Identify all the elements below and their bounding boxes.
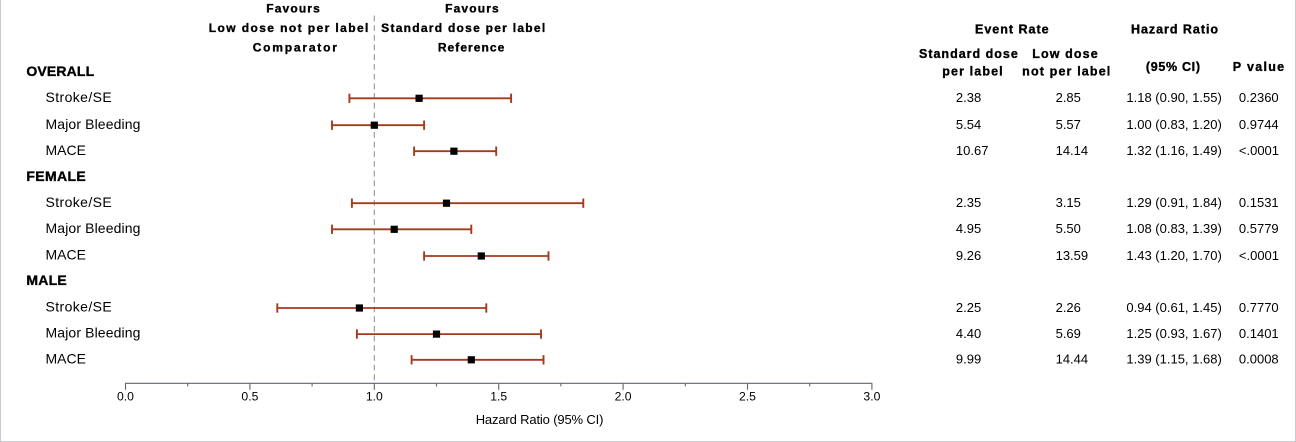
svg-text:2.26: 2.26: [1056, 300, 1081, 315]
svg-text:10.67: 10.67: [956, 143, 989, 158]
svg-text:0.5: 0.5: [241, 390, 258, 404]
svg-text:0.2360: 0.2360: [1239, 90, 1279, 105]
svg-text:14.44: 14.44: [1056, 352, 1089, 367]
svg-text:3.0: 3.0: [863, 390, 880, 404]
svg-text:2.85: 2.85: [1056, 90, 1081, 105]
svg-text:9.26: 9.26: [956, 248, 981, 263]
svg-text:2.5: 2.5: [739, 390, 756, 404]
svg-text:Low dose: Low dose: [1032, 47, 1099, 61]
svg-text:Major Bleeding: Major Bleeding: [46, 116, 141, 132]
svg-text:Hazard Ratio (95% CI): Hazard Ratio (95% CI): [476, 412, 604, 427]
svg-text:Event Rate: Event Rate: [975, 22, 1050, 36]
svg-text:1.0: 1.0: [366, 390, 383, 404]
svg-text:0.94 (0.61, 1.45): 0.94 (0.61, 1.45): [1126, 300, 1221, 315]
svg-text:Major Bleeding: Major Bleeding: [46, 325, 141, 341]
svg-text:Standard dose: Standard dose: [919, 47, 1019, 61]
svg-text:1.32 (1.16, 1.49): 1.32 (1.16, 1.49): [1126, 143, 1221, 158]
svg-text:Stroke/SE: Stroke/SE: [46, 299, 113, 315]
svg-text:1.25 (0.93, 1.67): 1.25 (0.93, 1.67): [1126, 326, 1221, 341]
svg-text:2.35: 2.35: [956, 195, 981, 210]
svg-text:not per label: not per label: [1022, 65, 1111, 79]
svg-text:(95% CI): (95% CI): [1146, 60, 1201, 74]
svg-text:MACE: MACE: [46, 350, 86, 366]
svg-text:0.1531: 0.1531: [1239, 195, 1279, 210]
svg-text:P value: P value: [1233, 60, 1286, 74]
svg-text:9.99: 9.99: [956, 352, 981, 367]
svg-text:MACE: MACE: [46, 142, 86, 158]
svg-text:Standard dose per label: Standard dose per label: [381, 21, 546, 35]
svg-text:OVERALL: OVERALL: [26, 63, 94, 79]
svg-text:per label: per label: [942, 65, 1004, 79]
svg-text:0.5779: 0.5779: [1239, 221, 1279, 236]
svg-text:Stroke/SE: Stroke/SE: [46, 89, 113, 105]
svg-text:5.50: 5.50: [1056, 221, 1081, 236]
svg-text:5.57: 5.57: [1056, 117, 1081, 132]
svg-text:1.39 (1.15, 1.68): 1.39 (1.15, 1.68): [1126, 352, 1221, 367]
svg-text:1.18 (0.90, 1.55): 1.18 (0.90, 1.55): [1126, 90, 1221, 105]
svg-text:MALE: MALE: [26, 272, 66, 288]
svg-text:Favours: Favours: [266, 2, 321, 16]
svg-text:Hazard Ratio: Hazard Ratio: [1131, 22, 1219, 36]
svg-text:<.0001: <.0001: [1239, 143, 1279, 158]
svg-text:5.54: 5.54: [956, 117, 981, 132]
svg-text:5.69: 5.69: [1056, 326, 1081, 341]
svg-text:2.0: 2.0: [615, 390, 632, 404]
svg-text:3.15: 3.15: [1056, 195, 1081, 210]
svg-text:2.25: 2.25: [956, 300, 981, 315]
svg-text:Comparator: Comparator: [253, 41, 339, 55]
svg-text:Favours: Favours: [445, 2, 500, 16]
svg-text:14.14: 14.14: [1056, 143, 1089, 158]
svg-text:Reference: Reference: [438, 41, 505, 55]
svg-text:1.43 (1.20, 1.70): 1.43 (1.20, 1.70): [1126, 248, 1221, 263]
svg-text:0.7770: 0.7770: [1239, 300, 1279, 315]
svg-text:2.38: 2.38: [956, 90, 981, 105]
svg-text:1.00 (0.83, 1.20): 1.00 (0.83, 1.20): [1126, 117, 1221, 132]
svg-text:4.40: 4.40: [956, 326, 981, 341]
svg-text:1.29 (0.91, 1.84): 1.29 (0.91, 1.84): [1126, 195, 1221, 210]
svg-text:FEMALE: FEMALE: [26, 168, 86, 184]
svg-text:0.0008: 0.0008: [1239, 352, 1279, 367]
svg-text:1.5: 1.5: [490, 390, 507, 404]
svg-text:Major Bleeding: Major Bleeding: [46, 220, 141, 236]
svg-text:Low dose not per label: Low dose not per label: [209, 21, 370, 35]
svg-text:0.0: 0.0: [117, 390, 134, 404]
svg-text:13.59: 13.59: [1056, 248, 1089, 263]
svg-text:4.95: 4.95: [956, 221, 981, 236]
svg-text:MACE: MACE: [46, 247, 86, 263]
svg-text:1.08 (0.83, 1.39): 1.08 (0.83, 1.39): [1126, 221, 1221, 236]
svg-text:0.9744: 0.9744: [1239, 117, 1279, 132]
svg-text:0.1401: 0.1401: [1239, 326, 1279, 341]
svg-text:Stroke/SE: Stroke/SE: [46, 194, 113, 210]
svg-text:<.0001: <.0001: [1239, 248, 1279, 263]
